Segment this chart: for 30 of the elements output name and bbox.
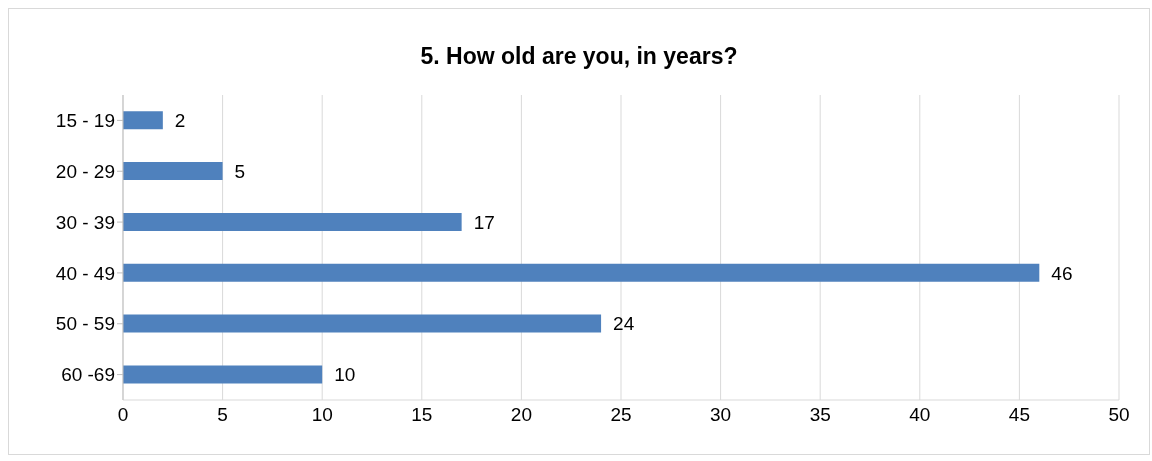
x-tick-label: 45 (1008, 404, 1030, 426)
chart-title: 5. How old are you, in years? (419, 42, 739, 71)
x-tick-label: 35 (809, 404, 831, 426)
bar (123, 314, 602, 333)
x-tick-label: 25 (610, 404, 632, 426)
x-tick-label: 5 (217, 404, 228, 426)
data-label: 24 (613, 313, 635, 335)
bar (123, 365, 323, 384)
x-tick-label: 15 (411, 404, 433, 426)
x-tick-label: 30 (710, 404, 732, 426)
y-tick-label: 30 - 39 (55, 211, 115, 233)
y-tick-label: 50 - 59 (55, 313, 115, 335)
x-tick-label: 50 (1108, 404, 1130, 426)
bar (123, 212, 462, 231)
x-tick-label: 0 (117, 404, 129, 426)
y-tick-label: 60 -69 (61, 364, 115, 386)
y-tick-label: 20 - 29 (55, 160, 115, 182)
x-tick-label: 20 (510, 404, 532, 426)
data-label: 10 (334, 364, 356, 386)
x-tick-label: 40 (909, 404, 931, 426)
bar (123, 111, 163, 130)
bar (123, 162, 223, 181)
bar (123, 263, 1040, 282)
data-label: 46 (1051, 262, 1073, 284)
y-tick-label: 15 - 19 (55, 110, 115, 132)
data-label: 17 (473, 211, 495, 233)
y-tick-label: 40 - 49 (55, 262, 115, 284)
data-label: 5 (234, 160, 246, 182)
data-label: 2 (174, 110, 186, 132)
x-tick-label: 10 (311, 404, 333, 426)
